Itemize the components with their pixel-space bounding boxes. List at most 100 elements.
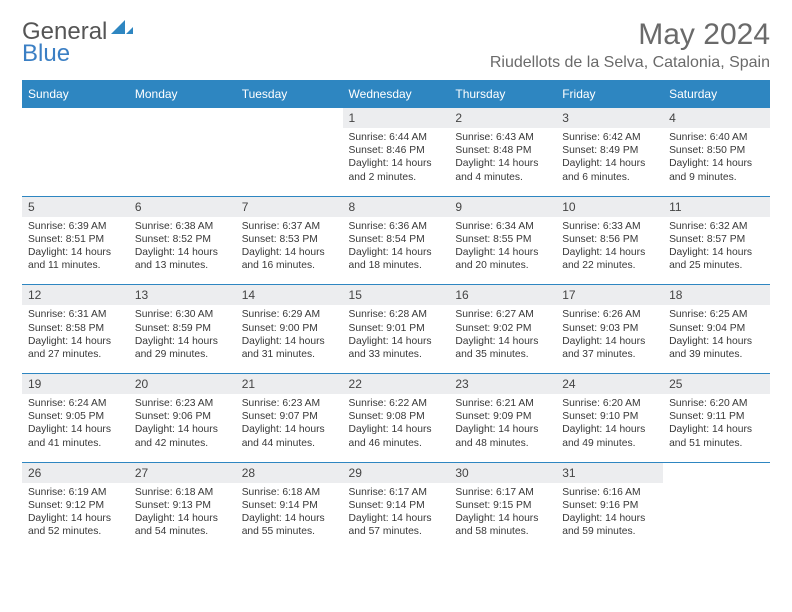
day-number-cell bbox=[663, 462, 770, 483]
day-number-row: 1234 bbox=[22, 108, 770, 129]
daylight-line: Daylight: 14 hours and 20 minutes. bbox=[455, 246, 550, 272]
day-detail-row: Sunrise: 6:44 AMSunset: 8:46 PMDaylight:… bbox=[22, 128, 770, 196]
daylight-line: Daylight: 14 hours and 44 minutes. bbox=[242, 423, 337, 449]
sunset-line: Sunset: 9:02 PM bbox=[455, 322, 550, 335]
weekday-header: Tuesday bbox=[236, 81, 343, 108]
day-detail-cell: Sunrise: 6:24 AMSunset: 9:05 PMDaylight:… bbox=[22, 394, 129, 462]
sunset-line: Sunset: 8:50 PM bbox=[669, 144, 764, 157]
sunset-line: Sunset: 9:15 PM bbox=[455, 499, 550, 512]
sunrise-line: Sunrise: 6:26 AM bbox=[562, 308, 657, 321]
day-number-row: 567891011 bbox=[22, 196, 770, 217]
day-number-row: 262728293031 bbox=[22, 462, 770, 483]
daylight-line: Daylight: 14 hours and 33 minutes. bbox=[349, 335, 444, 361]
day-detail-cell: Sunrise: 6:33 AMSunset: 8:56 PMDaylight:… bbox=[556, 217, 663, 285]
daylight-line: Daylight: 14 hours and 59 minutes. bbox=[562, 512, 657, 538]
day-number-cell: 15 bbox=[343, 285, 450, 306]
day-detail-cell bbox=[663, 483, 770, 551]
sunrise-line: Sunrise: 6:18 AM bbox=[135, 486, 230, 499]
day-detail-cell: Sunrise: 6:44 AMSunset: 8:46 PMDaylight:… bbox=[343, 128, 450, 196]
daylight-line: Daylight: 14 hours and 25 minutes. bbox=[669, 246, 764, 272]
day-number-cell: 13 bbox=[129, 285, 236, 306]
day-number-cell: 23 bbox=[449, 374, 556, 395]
day-number-cell bbox=[129, 108, 236, 129]
sunset-line: Sunset: 8:49 PM bbox=[562, 144, 657, 157]
day-number-cell: 8 bbox=[343, 196, 450, 217]
sunrise-line: Sunrise: 6:23 AM bbox=[242, 397, 337, 410]
day-number-cell: 21 bbox=[236, 374, 343, 395]
daylight-line: Daylight: 14 hours and 58 minutes. bbox=[455, 512, 550, 538]
day-detail-cell: Sunrise: 6:31 AMSunset: 8:58 PMDaylight:… bbox=[22, 305, 129, 373]
sunset-line: Sunset: 8:54 PM bbox=[349, 233, 444, 246]
sunset-line: Sunset: 9:04 PM bbox=[669, 322, 764, 335]
day-number-cell: 6 bbox=[129, 196, 236, 217]
day-number-cell: 1 bbox=[343, 108, 450, 129]
day-number-cell: 27 bbox=[129, 462, 236, 483]
daylight-line: Daylight: 14 hours and 2 minutes. bbox=[349, 157, 444, 183]
sunrise-line: Sunrise: 6:36 AM bbox=[349, 220, 444, 233]
daylight-line: Daylight: 14 hours and 42 minutes. bbox=[135, 423, 230, 449]
day-detail-cell: Sunrise: 6:27 AMSunset: 9:02 PMDaylight:… bbox=[449, 305, 556, 373]
day-detail-cell: Sunrise: 6:25 AMSunset: 9:04 PMDaylight:… bbox=[663, 305, 770, 373]
weekday-header-row: SundayMondayTuesdayWednesdayThursdayFrid… bbox=[22, 81, 770, 108]
sunrise-line: Sunrise: 6:24 AM bbox=[28, 397, 123, 410]
daylight-line: Daylight: 14 hours and 13 minutes. bbox=[135, 246, 230, 272]
day-number-cell: 17 bbox=[556, 285, 663, 306]
sunrise-line: Sunrise: 6:40 AM bbox=[669, 131, 764, 144]
daylight-line: Daylight: 14 hours and 52 minutes. bbox=[28, 512, 123, 538]
sunset-line: Sunset: 8:57 PM bbox=[669, 233, 764, 246]
day-number-cell: 20 bbox=[129, 374, 236, 395]
daylight-line: Daylight: 14 hours and 4 minutes. bbox=[455, 157, 550, 183]
day-detail-cell: Sunrise: 6:23 AMSunset: 9:06 PMDaylight:… bbox=[129, 394, 236, 462]
sunset-line: Sunset: 9:12 PM bbox=[28, 499, 123, 512]
day-detail-cell: Sunrise: 6:19 AMSunset: 9:12 PMDaylight:… bbox=[22, 483, 129, 551]
sunset-line: Sunset: 9:01 PM bbox=[349, 322, 444, 335]
sunrise-line: Sunrise: 6:43 AM bbox=[455, 131, 550, 144]
day-detail-cell: Sunrise: 6:18 AMSunset: 9:14 PMDaylight:… bbox=[236, 483, 343, 551]
weekday-header: Monday bbox=[129, 81, 236, 108]
sunset-line: Sunset: 9:14 PM bbox=[349, 499, 444, 512]
day-number-cell: 12 bbox=[22, 285, 129, 306]
calendar-table: SundayMondayTuesdayWednesdayThursdayFrid… bbox=[22, 80, 770, 550]
sunset-line: Sunset: 9:05 PM bbox=[28, 410, 123, 423]
sunset-line: Sunset: 8:48 PM bbox=[455, 144, 550, 157]
day-number-cell: 3 bbox=[556, 108, 663, 129]
day-number-cell: 18 bbox=[663, 285, 770, 306]
sunset-line: Sunset: 9:13 PM bbox=[135, 499, 230, 512]
title-block: May 2024 Riudellots de la Selva, Catalon… bbox=[490, 18, 770, 72]
sunset-line: Sunset: 9:16 PM bbox=[562, 499, 657, 512]
sunset-line: Sunset: 8:55 PM bbox=[455, 233, 550, 246]
day-number-cell: 30 bbox=[449, 462, 556, 483]
day-detail-cell: Sunrise: 6:16 AMSunset: 9:16 PMDaylight:… bbox=[556, 483, 663, 551]
daylight-line: Daylight: 14 hours and 48 minutes. bbox=[455, 423, 550, 449]
daylight-line: Daylight: 14 hours and 9 minutes. bbox=[669, 157, 764, 183]
sunrise-line: Sunrise: 6:21 AM bbox=[455, 397, 550, 410]
day-detail-cell: Sunrise: 6:43 AMSunset: 8:48 PMDaylight:… bbox=[449, 128, 556, 196]
sunset-line: Sunset: 9:09 PM bbox=[455, 410, 550, 423]
day-detail-cell: Sunrise: 6:30 AMSunset: 8:59 PMDaylight:… bbox=[129, 305, 236, 373]
sunset-line: Sunset: 9:14 PM bbox=[242, 499, 337, 512]
day-number-cell: 7 bbox=[236, 196, 343, 217]
day-detail-cell: Sunrise: 6:28 AMSunset: 9:01 PMDaylight:… bbox=[343, 305, 450, 373]
day-detail-row: Sunrise: 6:24 AMSunset: 9:05 PMDaylight:… bbox=[22, 394, 770, 462]
day-number-cell: 5 bbox=[22, 196, 129, 217]
day-number-cell: 25 bbox=[663, 374, 770, 395]
day-detail-cell: Sunrise: 6:20 AMSunset: 9:10 PMDaylight:… bbox=[556, 394, 663, 462]
sunset-line: Sunset: 8:46 PM bbox=[349, 144, 444, 157]
sunset-line: Sunset: 9:10 PM bbox=[562, 410, 657, 423]
day-number-cell: 29 bbox=[343, 462, 450, 483]
day-detail-cell: Sunrise: 6:23 AMSunset: 9:07 PMDaylight:… bbox=[236, 394, 343, 462]
brand-logo: General Blue bbox=[22, 18, 133, 68]
sunrise-line: Sunrise: 6:17 AM bbox=[349, 486, 444, 499]
sunrise-line: Sunrise: 6:37 AM bbox=[242, 220, 337, 233]
day-number-cell: 24 bbox=[556, 374, 663, 395]
sunrise-line: Sunrise: 6:38 AM bbox=[135, 220, 230, 233]
sunset-line: Sunset: 8:59 PM bbox=[135, 322, 230, 335]
sunrise-line: Sunrise: 6:29 AM bbox=[242, 308, 337, 321]
daylight-line: Daylight: 14 hours and 41 minutes. bbox=[28, 423, 123, 449]
sunrise-line: Sunrise: 6:31 AM bbox=[28, 308, 123, 321]
sunset-line: Sunset: 9:03 PM bbox=[562, 322, 657, 335]
weekday-header: Sunday bbox=[22, 81, 129, 108]
day-detail-cell: Sunrise: 6:32 AMSunset: 8:57 PMDaylight:… bbox=[663, 217, 770, 285]
day-number-cell bbox=[236, 108, 343, 129]
day-number-cell: 4 bbox=[663, 108, 770, 129]
